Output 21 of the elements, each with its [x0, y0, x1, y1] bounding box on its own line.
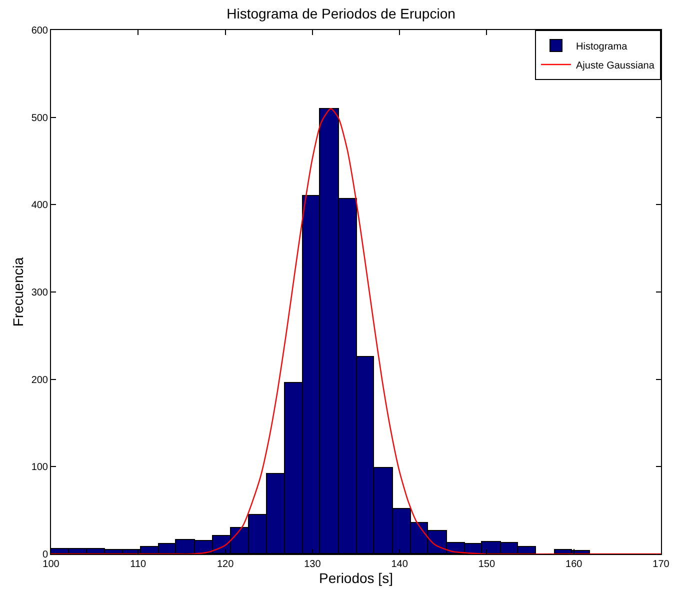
y-tick-label: 600 [31, 26, 48, 36]
x-tick-label: 160 [566, 559, 583, 570]
x-tick-label: 100 [42, 559, 60, 570]
line-series [51, 108, 661, 554]
x-tick-label: 110 [130, 559, 147, 570]
x-tick-label: 130 [304, 559, 322, 570]
x-tick-label: 150 [478, 559, 496, 570]
x-tick-label: 120 [216, 559, 234, 570]
y-tick-label: 200 [31, 374, 48, 386]
y-tick-label: 300 [31, 288, 48, 298]
y-tick-label: 100 [31, 462, 48, 474]
legend-label: Histograma [576, 41, 628, 52]
y-tick-label: 400 [31, 200, 48, 212]
y-axis-title: Frecuencia [10, 257, 26, 327]
x-tick-label: 170 [652, 559, 670, 570]
y-tick-label: 500 [31, 112, 48, 124]
y-tick-label: 0 [42, 550, 48, 560]
chart-title: Histograma de Periodos de Erupcion [226, 6, 456, 22]
x-axis-title: Periodos [s] [319, 570, 393, 586]
legend-label: Ajuste Gaussiana [576, 60, 655, 72]
x-tick-label: 140 [391, 559, 408, 570]
